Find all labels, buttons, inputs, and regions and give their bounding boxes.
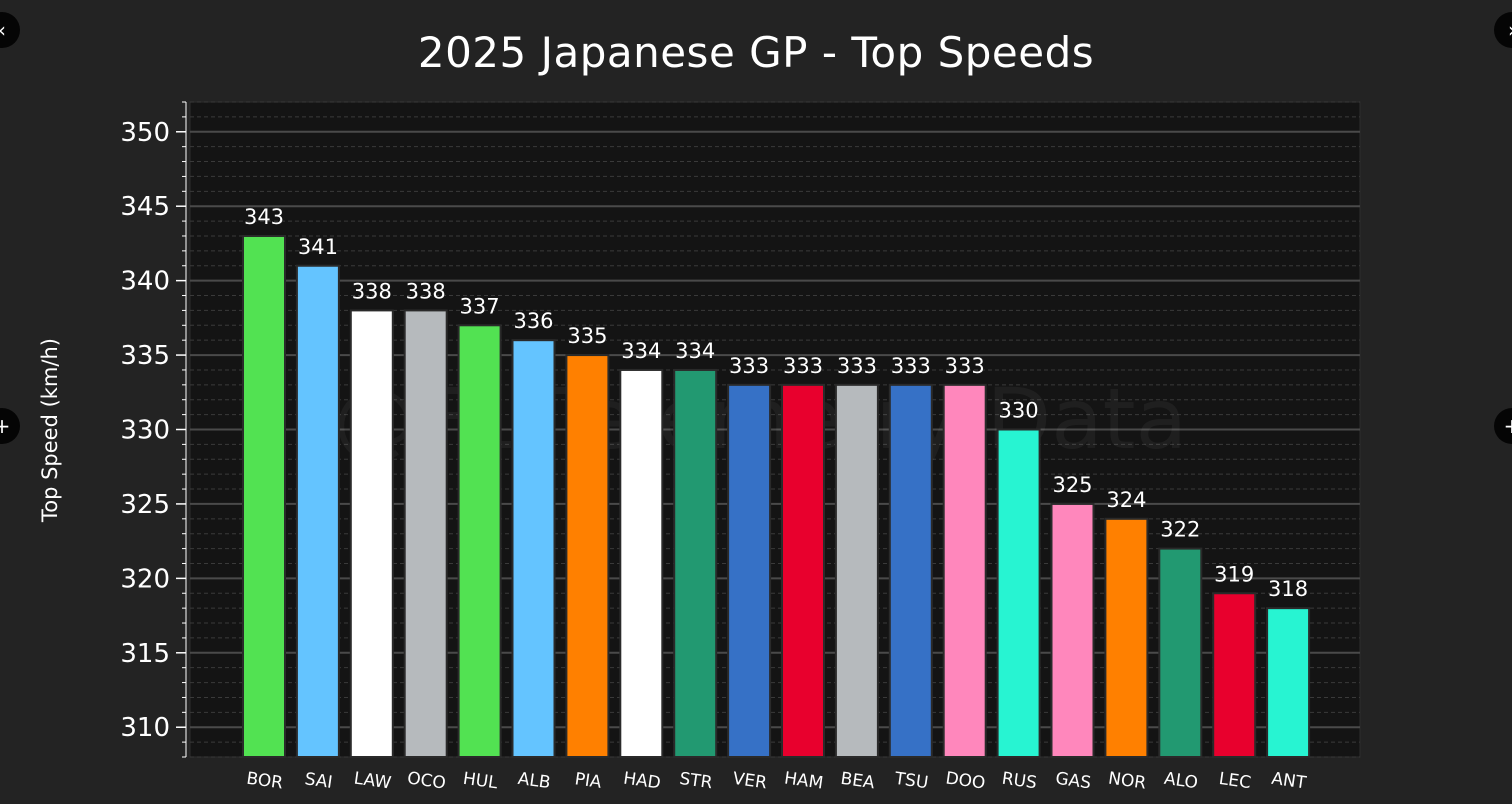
x-tick-label: BEA (839, 769, 876, 794)
bar-value-label: 333 (783, 354, 823, 378)
x-tick-label: LEC (1218, 769, 1253, 793)
y-tick-label: 340 (120, 267, 170, 297)
y-tick-label: 315 (120, 639, 170, 669)
bar-value-label: 334 (621, 339, 661, 363)
x-tick-label: OCO (406, 768, 447, 793)
bar (1104, 517, 1149, 758)
bar (781, 383, 825, 758)
y-tick-label: 335 (120, 341, 170, 371)
y-tick-label: 310 (120, 713, 170, 743)
y-tick-label: 350 (120, 118, 170, 148)
bar (1212, 592, 1257, 758)
x-tick-label: VER (731, 769, 768, 794)
bar (295, 264, 340, 758)
bar-value-label: 336 (513, 309, 553, 333)
next-icon[interactable]: › (1494, 12, 1512, 48)
bar (619, 368, 664, 758)
bar-value-label: 337 (460, 294, 500, 318)
y-tick-label: 325 (120, 490, 170, 520)
y-tick-label: 320 (120, 564, 170, 594)
bar-value-label: 334 (675, 339, 715, 363)
left-mid-icon[interactable]: + (0, 408, 20, 444)
bar-value-label: 330 (999, 399, 1039, 423)
bar-value-label: 341 (298, 235, 338, 259)
bar (727, 383, 772, 758)
x-tick-label: SAI (303, 769, 333, 793)
bar-value-label: 338 (352, 279, 392, 303)
x-tick-label: STR (678, 769, 714, 793)
x-tick-label: BOR (245, 769, 284, 794)
y-tick-label: 330 (120, 416, 170, 446)
bar-value-label: 324 (1106, 488, 1146, 512)
bar (996, 428, 1041, 758)
value-labels: 343 341 338 338 337 336 335 334 334 333 333 333 333 3… (244, 205, 1308, 601)
bar-value-label: 325 (1052, 473, 1092, 497)
bar-value-label: 333 (729, 354, 769, 378)
x-tick-label: NOR (1107, 769, 1148, 794)
bar-value-label: 318 (1268, 577, 1308, 601)
bar-value-label: 333 (837, 354, 877, 378)
x-tick-label: GAS (1054, 769, 1092, 794)
x-tick-label: LAW (353, 769, 393, 794)
bar (457, 324, 502, 758)
chart-title: 2025 Japanese GP - Top Speeds (417, 28, 1095, 77)
x-tick-label: RUS (1001, 769, 1038, 794)
x-tick-label: PIA (573, 769, 603, 793)
x-tick-label: ALO (1163, 769, 1199, 794)
prev-icon[interactable]: ‹ (0, 12, 20, 48)
bar (511, 339, 556, 758)
bar (834, 383, 879, 758)
x-tick-label: TSU (892, 769, 929, 794)
bar (1158, 547, 1203, 758)
bar (242, 234, 286, 758)
x-tick-label: HUL (462, 769, 500, 794)
y-axis: 310 315 320 325 330 335 340 345 350 (120, 101, 187, 758)
x-tick-label: HAM (783, 768, 824, 793)
bar (942, 383, 987, 758)
x-tick-label: DOO (944, 768, 986, 793)
bar-value-label: 335 (567, 324, 607, 348)
bar (565, 354, 610, 758)
bar-value-label: 319 (1214, 562, 1254, 586)
bar (888, 383, 933, 758)
right-mid-icon[interactable]: + (1494, 408, 1512, 444)
bar-value-label: 343 (244, 205, 284, 229)
bar (349, 309, 394, 758)
bar (1050, 502, 1095, 758)
x-tick-labels: BOR SAI LAW OCO HUL ALB PIA HAD STR VER HAM BEA TSU D… (245, 768, 1308, 793)
bar-value-label: 333 (891, 354, 931, 378)
bar-value-label: 338 (406, 279, 446, 303)
bar (673, 368, 718, 758)
bar (1266, 607, 1311, 758)
y-tick-label: 345 (120, 192, 170, 222)
bar-value-label: 322 (1160, 518, 1200, 542)
bars (242, 234, 1311, 758)
bar (403, 309, 448, 758)
bar-value-label: 333 (945, 354, 985, 378)
x-tick-label: ANT (1270, 769, 1308, 794)
x-tick-label: ALB (517, 769, 552, 793)
x-tick-label: HAD (622, 769, 662, 794)
